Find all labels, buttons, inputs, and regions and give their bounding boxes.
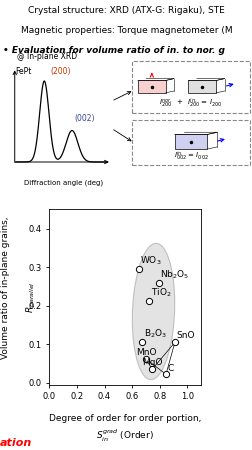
Text: $S_{in}^{grad}$ (Order): $S_{in}^{grad}$ (Order) [96,428,154,444]
Text: ation: ation [0,438,32,448]
Text: $I_{002}^{in.}$ = $I_{002}$: $I_{002}^{in.}$ = $I_{002}$ [173,150,208,163]
Text: B$_2$O$_3$: B$_2$O$_3$ [143,328,166,340]
FancyBboxPatch shape [137,81,165,93]
Text: (200): (200) [50,67,71,76]
Text: TiO$_2$: TiO$_2$ [150,286,171,299]
Text: Crystal structure: XRD (ATX-G: Rigaku), STE: Crystal structure: XRD (ATX-G: Rigaku), … [28,6,224,15]
Text: Volume ratio of in-plane grains,: Volume ratio of in-plane grains, [1,217,10,359]
Text: (002): (002) [74,114,94,123]
Text: Diffraction angle (deg): Diffraction angle (deg) [24,180,102,186]
Text: $I_{200}^{nor.}$  +  $I_{200}^{in.}$ = $I_{200}$: $I_{200}^{nor.}$ + $I_{200}^{in.}$ = $I_… [159,97,222,110]
Text: $R_{parallel}$: $R_{parallel}$ [25,281,38,313]
Ellipse shape [132,243,174,380]
Text: @ In-plane XRD: @ In-plane XRD [17,52,77,61]
Text: SnO: SnO [176,331,194,340]
Text: • Evaluation for volume ratio of in. to nor. g: • Evaluation for volume ratio of in. to … [3,46,224,55]
FancyBboxPatch shape [174,135,207,149]
Text: FePt: FePt [15,67,32,76]
Text: Nb$_2$O$_5$: Nb$_2$O$_5$ [160,268,189,281]
FancyBboxPatch shape [131,120,249,166]
Text: WO$_3$: WO$_3$ [140,255,161,267]
Text: C: C [167,364,173,373]
Text: Magnetic properties: Torque magnetometer (M: Magnetic properties: Torque magnetometer… [21,26,231,35]
FancyBboxPatch shape [131,61,249,112]
Text: Degree of order for order portion,: Degree of order for order portion, [49,414,201,423]
FancyBboxPatch shape [188,81,215,93]
Text: MnO: MnO [136,348,156,357]
Text: MgO: MgO [142,358,162,367]
